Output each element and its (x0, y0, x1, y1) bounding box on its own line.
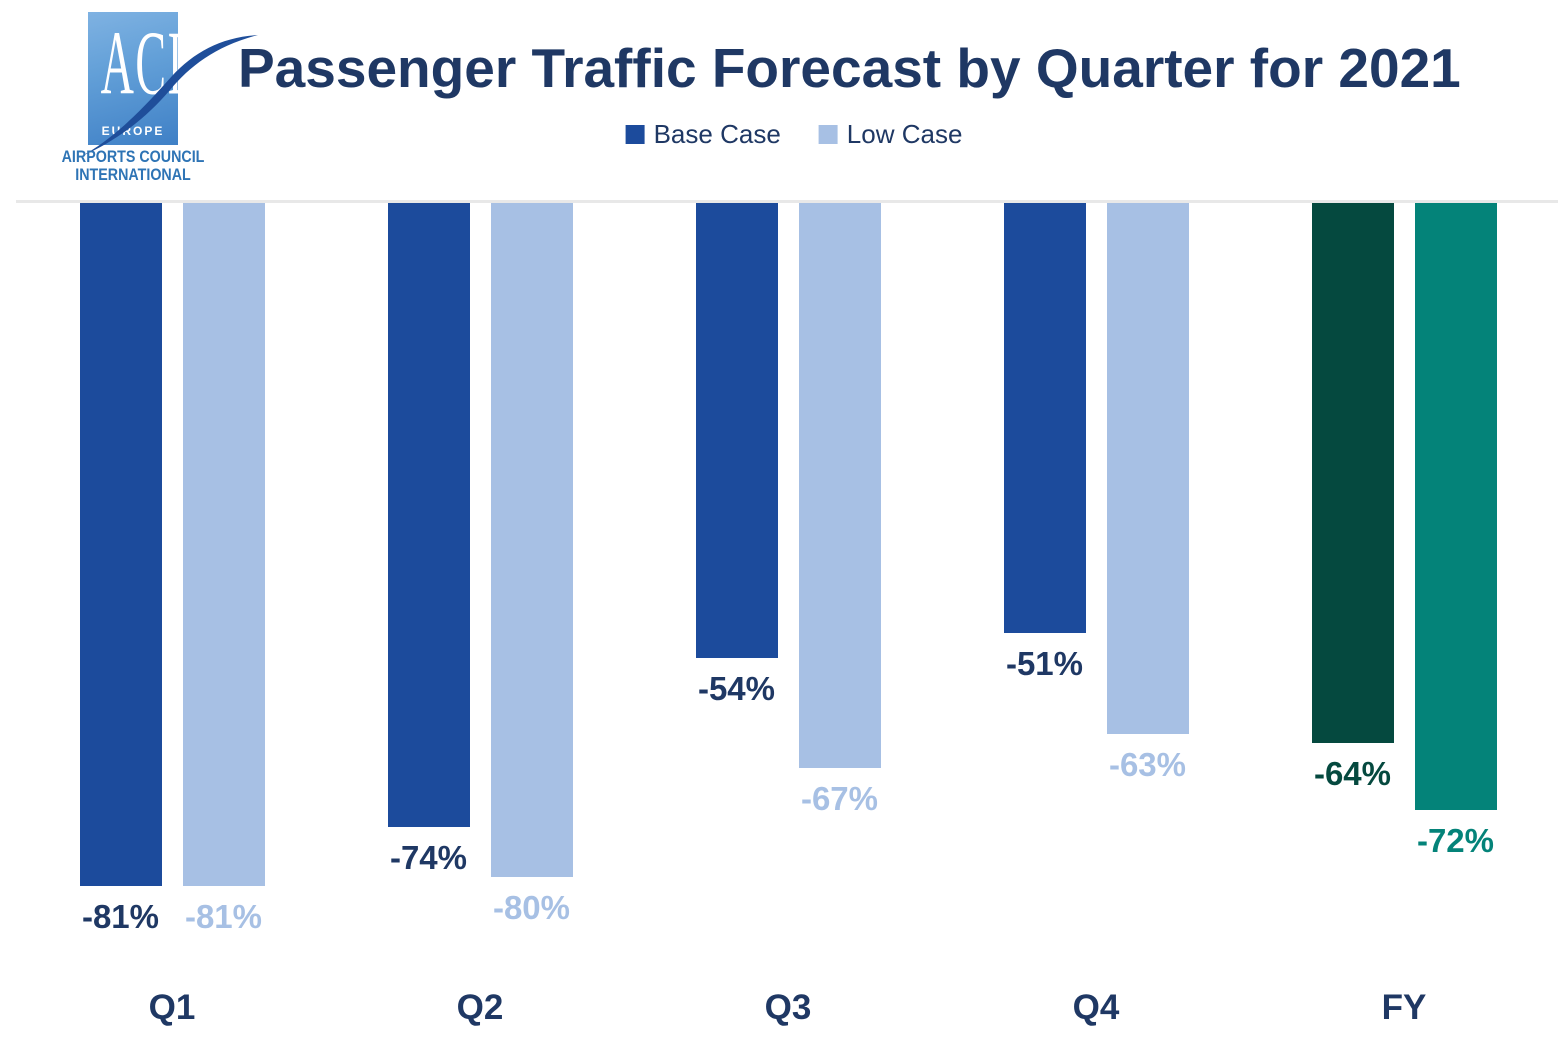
legend: Base Case Low Case (625, 119, 963, 150)
bar-low-case-q2 (490, 203, 573, 877)
data-label-base-case-q4: -51% (1005, 645, 1084, 682)
bar-base-case-q4 (1003, 203, 1086, 633)
x-axis-label-q2: Q2 (456, 988, 504, 1027)
data-label-low-case-q3: -67% (800, 780, 879, 817)
chart-title: Passenger Traffic Forecast by Quarter fo… (238, 37, 1461, 99)
bar-low-case-q3 (798, 203, 881, 768)
bar-base-case-q2 (387, 203, 470, 827)
logo-org-line2: INTERNATIONAL (75, 164, 191, 184)
logo-org-line1: AIRPORTS COUNCIL (61, 147, 205, 166)
zero-axis-line (16, 200, 1558, 203)
data-label-base-case-q1: -81% (81, 898, 160, 935)
swoosh-icon (82, 35, 258, 156)
data-label-low-case-fy: -72% (1416, 822, 1495, 859)
legend-swatch-icon (625, 125, 645, 144)
data-label-low-case-q2: -80% (492, 889, 571, 926)
x-axis-label-q4: Q4 (1072, 988, 1120, 1027)
aci-europe-logo: ACI EUROPE AIRPORTS COUNCIL INTERNATIONA… (60, 5, 290, 195)
x-axis-label-q3: Q3 (764, 988, 812, 1027)
logo-org-name: AIRPORTS COUNCIL INTERNATIONAL (49, 148, 217, 184)
legend-label: Low Case (846, 119, 963, 149)
bar-low-case-q1 (182, 203, 265, 886)
bar-base-case-q1 (79, 203, 162, 886)
bar-base-case-q3 (695, 203, 778, 658)
bar-base-case-fy (1311, 203, 1394, 743)
data-label-base-case-q3: -54% (697, 670, 776, 707)
legend-label: Base Case (653, 119, 781, 149)
data-label-low-case-q1: -81% (184, 898, 263, 935)
legend-item-low-case: Low Case (818, 119, 963, 150)
data-label-base-case-fy: -64% (1313, 755, 1392, 792)
data-label-low-case-q4: -63% (1108, 746, 1187, 783)
legend-swatch-icon (818, 125, 838, 144)
x-axis-label-fy: FY (1381, 988, 1427, 1027)
logo-square: ACI EUROPE (88, 12, 183, 145)
x-axis-label-q1: Q1 (148, 988, 196, 1027)
legend-item-base-case: Base Case (625, 119, 781, 150)
data-label-base-case-q2: -74% (389, 839, 468, 876)
bar-low-case-fy (1414, 203, 1497, 810)
bar-low-case-q4 (1106, 203, 1189, 734)
